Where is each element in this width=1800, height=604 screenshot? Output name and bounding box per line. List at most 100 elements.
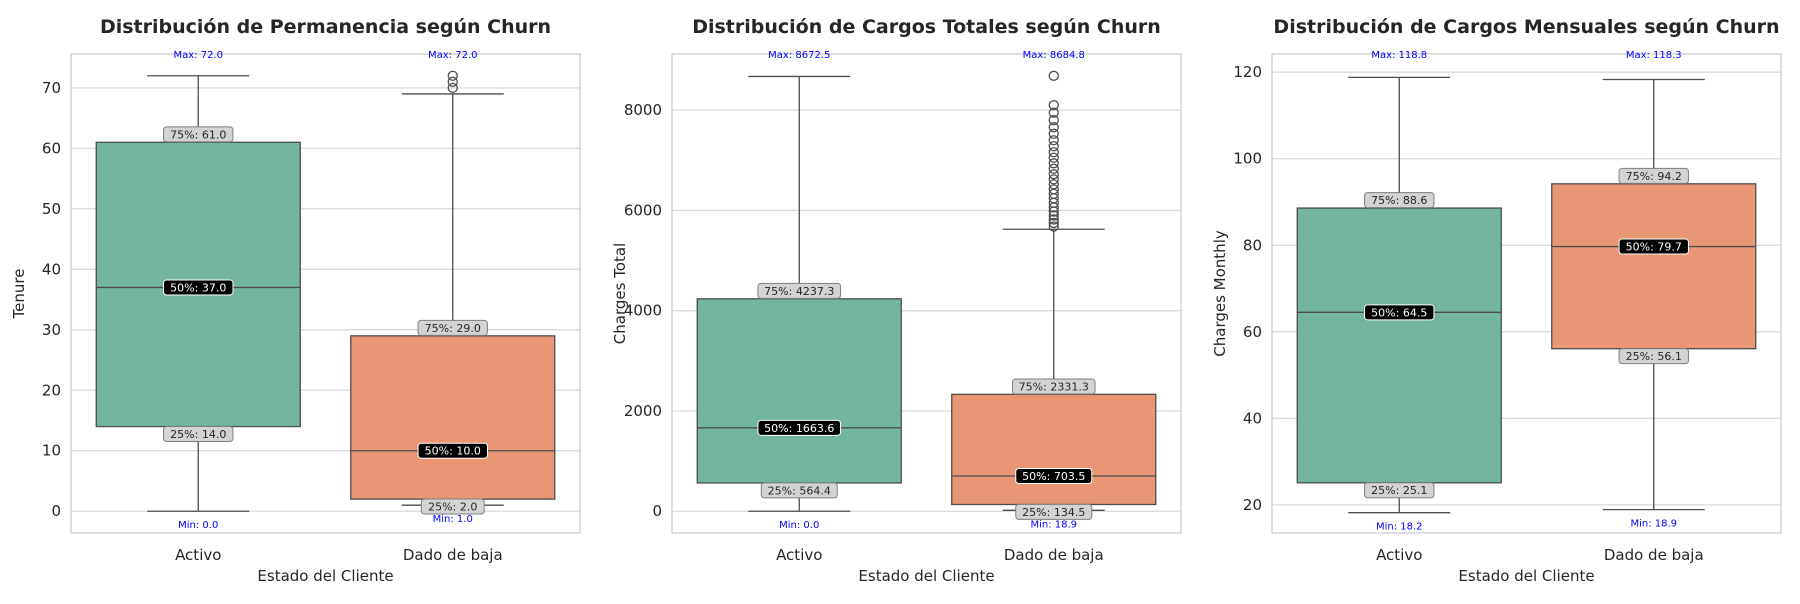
y-tick-label: 6000: [624, 201, 662, 219]
x-axis-label: Estado del Cliente: [1458, 567, 1594, 585]
min-label: Min: 18.2: [1376, 522, 1423, 533]
max-label: Max: 8672.5: [768, 50, 830, 61]
median-label: 50%: 64.5: [1371, 306, 1427, 319]
outlier-point: [1048, 158, 1059, 169]
y-tick-label: 10: [42, 442, 61, 460]
outlier-point: [1048, 214, 1059, 225]
median-label: 50%: 79.7: [1626, 241, 1682, 254]
outlier-point: [1048, 115, 1059, 126]
q3-label: 75%: 88.6: [1371, 194, 1427, 207]
median-label: 50%: 37.0: [170, 281, 226, 294]
chart-title: Distribución de Cargos Totales según Chu…: [692, 16, 1161, 38]
median-label-bg: [757, 419, 842, 436]
x-tick-label: Activo: [776, 546, 822, 564]
outlier-point: [447, 76, 458, 87]
y-tick-label: 70: [42, 79, 61, 97]
q3-label-bg: [1364, 192, 1435, 209]
y-tick-label: 50: [42, 200, 61, 218]
box-group-2: 75%: 29.0 50%: 10.0 25%: 2.0 Max: 72.0 Min: …: [350, 50, 556, 525]
y-tick-label: 2000: [624, 402, 662, 420]
y-tick-label: 80: [1243, 236, 1262, 254]
min-label: Min: 18.9: [1630, 519, 1677, 530]
outlier-point: [1048, 135, 1059, 146]
outlier-point: [1048, 152, 1059, 163]
outlier-point: [1048, 107, 1059, 118]
outlier-point: [1048, 169, 1059, 180]
q1-label: 25%: 14.0: [170, 428, 226, 441]
q1-label-bg: [1618, 348, 1689, 365]
chart-panel-2: 0 2000 4000 6000 8000 Activo Dado de baja Estad…: [611, 16, 1182, 585]
box-group-1: 75%: 61.0 50%: 37.0 25%: 14.0 Max: 72.0 Min:…: [95, 50, 301, 531]
median-label: 50%: 1663.6: [764, 422, 834, 435]
median-label: 50%: 10.0: [425, 445, 481, 458]
median-label-bg: [1015, 467, 1093, 484]
y-tick-label: 8000: [624, 101, 662, 119]
max-label: Max: 8684.8: [1023, 50, 1085, 61]
plot-frame: [70, 53, 581, 534]
outlier-point: [1048, 122, 1059, 133]
box: [350, 335, 556, 500]
box: [696, 298, 902, 484]
y-tick-label: 40: [42, 260, 61, 278]
min-label: Min: 18.9: [1030, 519, 1077, 530]
min-label: Min: 0.0: [178, 520, 218, 531]
box-group-1: 75%: 88.6 50%: 64.5 25%: 25.1 Max: 118.8 Min…: [1296, 50, 1502, 533]
outlier-point: [1048, 99, 1059, 111]
max-label: Max: 118.3: [1626, 50, 1682, 61]
chart-title: Distribución de Permanencia según Churn: [100, 16, 551, 38]
outlier-point: [1048, 141, 1059, 152]
outlier-point: [1048, 217, 1059, 229]
box: [1551, 183, 1757, 350]
y-axis-label: Charges Monthly: [1211, 230, 1229, 357]
plot-frame: [1271, 53, 1782, 534]
chart-title: Distribución de Cargos Mensuales según C…: [1273, 16, 1779, 38]
outlier-point: [1048, 221, 1059, 232]
y-tick-label: 20: [42, 381, 61, 399]
y-tick-label: 60: [1243, 323, 1262, 341]
q3-label: 75%: 4237.3: [764, 285, 834, 298]
q1-label-bg: [1015, 503, 1093, 520]
y-tick-label: 4000: [624, 302, 662, 320]
q1-label: 25%: 2.0: [428, 501, 477, 514]
outlier-point: [1048, 210, 1059, 221]
median-label-bg: [1364, 304, 1435, 321]
q1-label-bg: [420, 498, 485, 515]
median-label: 50%: 703.5: [1022, 470, 1085, 483]
q1-label: 25%: 134.5: [1022, 506, 1085, 519]
q3-label-bg: [1011, 378, 1096, 395]
chart-panel-1: 0 10 20 30 40 50 60 70 Activo Dado de baja Estado …: [10, 16, 581, 585]
outlier-point: [1048, 174, 1059, 185]
outlier-point: [1048, 70, 1059, 81]
box: [1296, 207, 1502, 484]
plot-frame: [671, 53, 1182, 534]
y-tick-label: 60: [42, 139, 61, 157]
q1-label: 25%: 56.1: [1626, 350, 1682, 363]
y-tick-label: 30: [42, 321, 61, 339]
median-label-bg: [417, 442, 488, 459]
outlier-point: [1048, 179, 1059, 190]
x-tick-label: Dado de baja: [403, 546, 503, 564]
q1-label-bg: [760, 482, 838, 499]
q3-label-bg: [757, 282, 842, 299]
y-tick-label: 0: [652, 502, 662, 520]
q1-label: 25%: 25.1: [1371, 484, 1427, 497]
y-tick-label: 100: [1233, 150, 1262, 168]
outlier-point: [1048, 163, 1059, 174]
y-tick-label: 20: [1243, 496, 1262, 514]
y-axis-label: Tenure: [10, 269, 28, 320]
q3-label: 75%: 94.2: [1626, 170, 1682, 183]
x-tick-label: Activo: [1376, 546, 1422, 564]
x-tick-label: Activo: [175, 546, 221, 564]
median-label-bg: [163, 279, 234, 296]
x-tick-label: Dado de baja: [1604, 546, 1704, 564]
q3-label-bg: [1618, 167, 1689, 184]
q3-label-bg: [417, 319, 488, 336]
box-group-2: 75%: 94.2 50%: 79.7 25%: 56.1 Max: 118.3 Min…: [1551, 50, 1757, 530]
box-group-2: 75%: 2331.3 50%: 703.5 25%: 134.5 Max: 8684…: [951, 50, 1157, 530]
y-tick-label: 40: [1243, 409, 1262, 427]
x-axis-label: Estado del Cliente: [257, 567, 393, 585]
outlier-point: [1048, 184, 1059, 195]
y-axis-label: Charges Total: [611, 243, 629, 344]
